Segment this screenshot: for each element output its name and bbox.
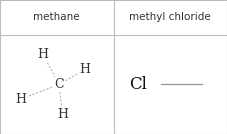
Text: H: H	[57, 108, 68, 121]
Text: H: H	[80, 63, 91, 76]
Text: C: C	[54, 78, 64, 91]
Text: methane: methane	[33, 12, 80, 22]
Text: Cl: Cl	[130, 76, 147, 93]
Text: H: H	[15, 93, 26, 106]
Text: H: H	[38, 48, 49, 61]
Text: methyl chloride: methyl chloride	[129, 12, 211, 22]
